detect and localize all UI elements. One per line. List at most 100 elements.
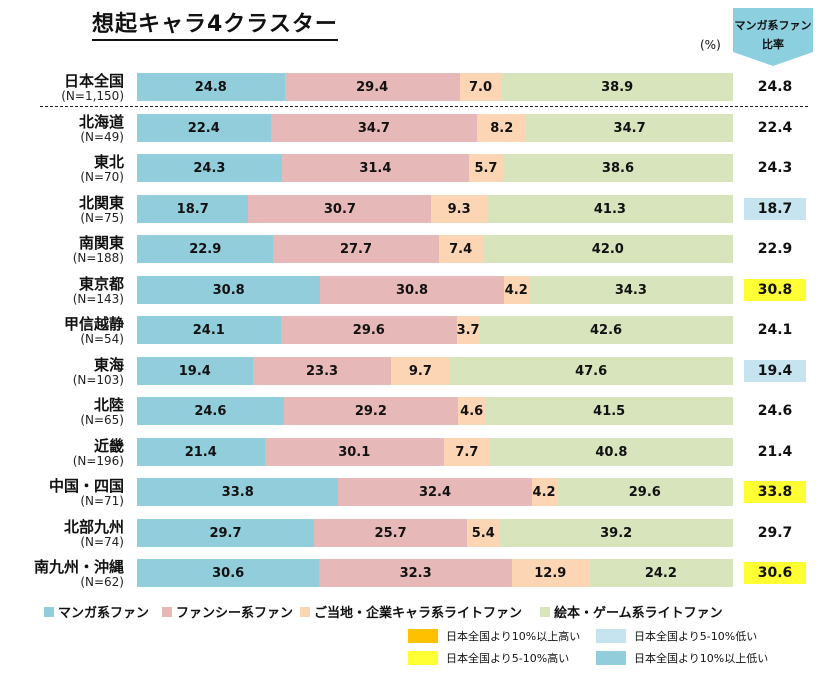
highlight-swatch <box>596 629 626 643</box>
bar-segment: 24.2 <box>588 559 733 587</box>
legend-swatch <box>162 606 172 617</box>
bar-segment: 9.7 <box>391 357 450 385</box>
manga-ratio-value: 21.4 <box>757 444 793 460</box>
row-label: 北海道 (N=49) <box>0 113 124 144</box>
bar-segment: 7.7 <box>443 438 490 466</box>
row-label: 北陸 (N=65) <box>0 396 124 427</box>
sample-size: (N=143) <box>72 292 124 306</box>
sample-size: (N=196) <box>72 454 124 468</box>
region-name: 中国・四国 <box>48 477 124 495</box>
data-label: 22.9 <box>189 241 222 257</box>
legend-label: マンガ系ファン <box>58 606 150 621</box>
data-label: 41.3 <box>593 201 626 217</box>
bar-segment: 32.4 <box>338 478 532 506</box>
bar-segment: 30.1 <box>264 438 444 466</box>
bar-segment: 22.4 <box>137 114 271 142</box>
bar-segment: 33.8 <box>137 478 339 506</box>
row-label: 東海 (N=103) <box>0 356 124 387</box>
legend-item: ファンシー系ファン <box>162 602 293 621</box>
data-label: 22.4 <box>187 120 220 136</box>
data-label: 4.2 <box>504 282 528 298</box>
bar-segment: 7.0 <box>459 73 502 101</box>
bar-segment: 22.9 <box>137 235 274 263</box>
data-label: 24.8 <box>194 79 227 95</box>
row-label: 東京都 (N=143) <box>0 275 124 306</box>
manga-ratio-value: 24.6 <box>757 403 793 419</box>
data-label: 40.8 <box>595 444 628 460</box>
row-label: 北部九州 (N=74) <box>0 518 124 549</box>
data-label: 4.6 <box>460 403 484 419</box>
row-label: 北関東 (N=75) <box>0 194 124 225</box>
region-name: 東海 <box>93 356 124 374</box>
bar-segment: 25.7 <box>314 519 468 547</box>
data-label: 30.6 <box>212 565 245 581</box>
manga-ratio-value: 24.1 <box>757 322 793 338</box>
gridline <box>613 70 615 590</box>
national-divider <box>40 106 808 107</box>
manga-ratio-value: 22.9 <box>757 241 793 257</box>
highlight-legend-item: 日本全国より10%以上高い <box>408 628 580 644</box>
data-label: 29.6 <box>628 484 661 500</box>
data-label: 34.7 <box>357 120 390 136</box>
legend-item: 絵本・ゲーム系ライトファン <box>540 602 723 621</box>
data-label: 23.3 <box>306 363 339 379</box>
bar-segment: 42.6 <box>479 316 733 344</box>
series-legend: マンガ系ファン ファンシー系ファン ご当地・企業キャラ系ライトファン 絵本・ゲーム系ラ… <box>0 602 820 622</box>
data-label: 5.4 <box>471 525 495 541</box>
bar-segment: 30.8 <box>137 276 321 304</box>
data-label: 42.0 <box>591 241 624 257</box>
legend-swatch <box>540 606 550 617</box>
region-name: 東北 <box>93 153 124 171</box>
bar-segment: 30.7 <box>248 195 432 223</box>
data-label: 21.4 <box>184 444 217 460</box>
region-name: 北関東 <box>78 194 124 212</box>
data-label: 24.3 <box>193 160 226 176</box>
data-label: 7.7 <box>455 444 479 460</box>
row-label: 日本全国 (N=1,150) <box>0 72 124 103</box>
sample-size: (N=103) <box>72 373 124 387</box>
data-label: 29.4 <box>356 79 389 95</box>
manga-ratio-value: 29.7 <box>757 525 793 541</box>
bar-segment: 18.7 <box>137 195 249 223</box>
manga-ratio-value: 30.6 <box>744 562 806 584</box>
highlight-label: 日本全国より5-10%高い <box>446 652 570 665</box>
data-label: 24.2 <box>644 565 677 581</box>
region-name: 甲信越静 <box>63 315 124 333</box>
data-label: 30.8 <box>212 282 245 298</box>
region-name: 北海道 <box>78 113 124 131</box>
bar-segment: 29.4 <box>284 73 460 101</box>
bar-segment: 4.6 <box>457 397 486 425</box>
data-label: 38.9 <box>601 79 634 95</box>
data-label: 25.7 <box>374 525 407 541</box>
unit-label: (%) <box>700 38 721 52</box>
region-name: 北陸 <box>93 396 124 414</box>
data-label: 9.3 <box>447 201 471 217</box>
bar-segment: 8.2 <box>477 114 527 142</box>
region-name: 南九州・沖縄 <box>33 558 124 576</box>
sample-size: (N=54) <box>80 332 124 346</box>
bar-segment: 47.6 <box>449 357 733 385</box>
bar-segment: 24.8 <box>137 73 285 101</box>
data-label: 7.0 <box>469 79 493 95</box>
bar-segment: 42.0 <box>482 235 733 263</box>
highlight-swatch <box>408 651 438 665</box>
bar-segment: 40.8 <box>489 438 733 466</box>
region-name: 北部九州 <box>63 518 124 536</box>
legend-item: ご当地・企業キャラ系ライトファン <box>300 602 522 621</box>
sample-size: (N=62) <box>80 575 124 589</box>
gridline <box>375 70 377 590</box>
data-label: 29.2 <box>354 403 387 419</box>
data-label: 34.7 <box>613 120 646 136</box>
data-label: 33.8 <box>221 484 254 500</box>
data-label: 9.7 <box>408 363 432 379</box>
manga-header-line2: 比率 <box>762 38 784 51</box>
bar-segment: 34.3 <box>528 276 733 304</box>
highlight-swatch <box>408 629 438 643</box>
region-name: 南関東 <box>78 234 124 252</box>
highlight-legend-item: 日本全国より10%以上低い <box>596 650 768 666</box>
gridline <box>494 70 496 590</box>
legend-label: ご当地・企業キャラ系ライトファン <box>314 606 523 621</box>
bar-segment: 38.6 <box>502 154 733 182</box>
manga-ratio-value: 22.4 <box>757 120 793 136</box>
sample-size: (N=70) <box>80 170 124 184</box>
